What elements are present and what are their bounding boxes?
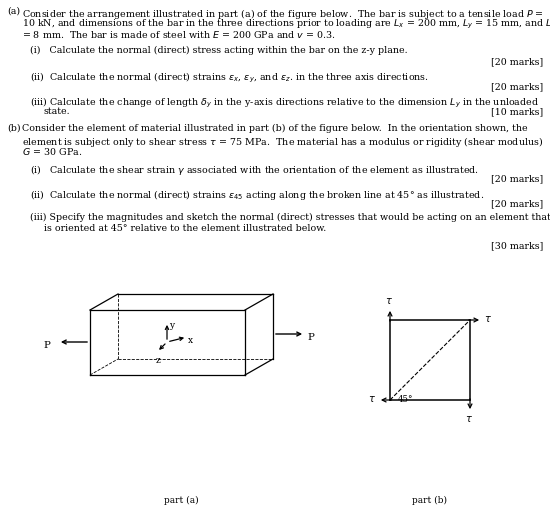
Text: state.: state. bbox=[44, 107, 70, 116]
Text: is oriented at 45° relative to the element illustrated below.: is oriented at 45° relative to the eleme… bbox=[44, 224, 326, 233]
Text: (a): (a) bbox=[7, 7, 20, 16]
Text: (iii) Calculate the change of length $\delta_y$ in the y-axis directions relativ: (iii) Calculate the change of length $\d… bbox=[30, 96, 539, 110]
Text: [20 marks]: [20 marks] bbox=[491, 57, 543, 66]
Text: [20 marks]: [20 marks] bbox=[491, 199, 543, 208]
Text: [30 marks]: [30 marks] bbox=[491, 241, 543, 250]
Text: (ii)  Calculate the normal (direct) strains $\varepsilon_{45}$ acting along the : (ii) Calculate the normal (direct) strai… bbox=[30, 188, 484, 202]
Text: (i)   Calculate the normal (direct) stress acting within the bar on the z-y plan: (i) Calculate the normal (direct) stress… bbox=[30, 46, 408, 55]
Text: $\tau$: $\tau$ bbox=[484, 314, 492, 324]
Text: (ii)  Calculate the normal (direct) strains $\varepsilon_x$, $\varepsilon_y$, an: (ii) Calculate the normal (direct) strai… bbox=[30, 71, 429, 85]
Text: = 8 mm.  The bar is made of steel with $E$ = 200 GPa and $v$ = 0.3.: = 8 mm. The bar is made of steel with $E… bbox=[22, 29, 336, 40]
Text: [20 marks]: [20 marks] bbox=[491, 82, 543, 91]
Text: $\tau$: $\tau$ bbox=[385, 296, 393, 306]
Text: (b): (b) bbox=[7, 124, 21, 133]
Text: P: P bbox=[43, 341, 50, 350]
Text: [10 marks]: [10 marks] bbox=[491, 107, 543, 116]
Text: (iii) Specify the magnitudes and sketch the normal (direct) stresses that would : (iii) Specify the magnitudes and sketch … bbox=[30, 213, 550, 222]
Text: (i)   Calculate the shear strain $\gamma$ associated with the orientation of the: (i) Calculate the shear strain $\gamma$ … bbox=[30, 163, 479, 177]
Text: 45°: 45° bbox=[398, 395, 414, 404]
Text: z: z bbox=[156, 356, 161, 365]
Text: part (a): part (a) bbox=[164, 496, 199, 505]
Text: Consider the element of material illustrated in part (b) of the figure below.  I: Consider the element of material illustr… bbox=[22, 124, 527, 133]
Text: $\tau$: $\tau$ bbox=[465, 414, 473, 424]
Text: $\tau$: $\tau$ bbox=[368, 394, 376, 404]
Text: x: x bbox=[188, 336, 193, 345]
Text: [20 marks]: [20 marks] bbox=[491, 174, 543, 183]
Text: $G$ = 30 GPa.: $G$ = 30 GPa. bbox=[22, 146, 82, 157]
Text: y: y bbox=[169, 321, 174, 330]
Text: 10 kN, and dimensions of the bar in the three directions prior to loading are $L: 10 kN, and dimensions of the bar in the … bbox=[22, 18, 550, 31]
Text: Consider the arrangement illustrated in part (a) of the figure below.  The bar i: Consider the arrangement illustrated in … bbox=[22, 7, 544, 21]
Text: element is subject only to shear stress $\tau$ = 75 MPa.  The material has a mod: element is subject only to shear stress … bbox=[22, 135, 543, 149]
Text: part (b): part (b) bbox=[412, 496, 448, 505]
Text: P: P bbox=[307, 333, 314, 342]
